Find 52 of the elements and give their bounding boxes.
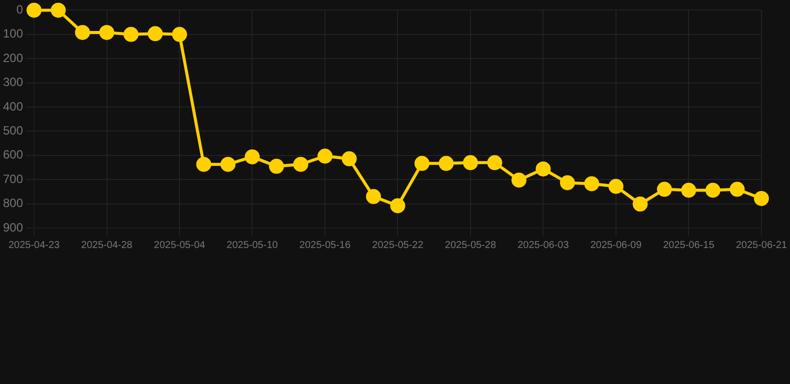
x-tick-label: 2025-06-21 bbox=[736, 240, 788, 251]
point bbox=[511, 172, 526, 188]
point bbox=[244, 149, 260, 164]
point bbox=[50, 2, 66, 18]
point bbox=[26, 2, 42, 18]
point bbox=[414, 156, 430, 171]
y-tick-label: 900 bbox=[2, 220, 24, 234]
y-tick-label: 100 bbox=[2, 26, 24, 41]
point bbox=[99, 24, 114, 40]
x-tick-label: 2025-06-15 bbox=[663, 240, 715, 251]
point bbox=[536, 161, 551, 176]
point bbox=[390, 198, 406, 214]
point bbox=[462, 155, 478, 170]
x-tick-label: 2025-06-03 bbox=[518, 240, 570, 251]
y-tick-label: 400 bbox=[2, 99, 24, 114]
y-tick-label: 700 bbox=[2, 172, 24, 186]
x-tick-label: 2025-06-09 bbox=[590, 240, 642, 251]
point bbox=[293, 156, 308, 172]
point bbox=[438, 156, 454, 171]
x-tick-label: 2025-04-23 bbox=[8, 240, 60, 251]
y-tick-label: 200 bbox=[2, 50, 24, 65]
y-tick-label: 300 bbox=[2, 75, 24, 90]
x-tick-label: 2025-05-16 bbox=[299, 240, 351, 251]
point bbox=[220, 156, 236, 172]
point bbox=[268, 158, 284, 174]
point bbox=[656, 182, 672, 197]
point bbox=[632, 196, 648, 212]
point bbox=[148, 26, 163, 42]
point bbox=[487, 155, 502, 170]
point bbox=[75, 24, 90, 40]
y-tick-label: 600 bbox=[2, 148, 24, 162]
point bbox=[754, 190, 769, 206]
point bbox=[681, 182, 696, 198]
point bbox=[584, 176, 600, 192]
point bbox=[124, 26, 139, 42]
point bbox=[317, 148, 332, 164]
x-tick-label: 2025-05-04 bbox=[154, 240, 206, 251]
point bbox=[730, 182, 745, 197]
y-tick-label: 0 bbox=[16, 2, 24, 17]
point bbox=[366, 189, 381, 204]
x-tick-label: 2025-05-28 bbox=[444, 240, 496, 251]
point bbox=[560, 175, 575, 190]
point bbox=[342, 151, 357, 166]
y-tick-label: 500 bbox=[2, 124, 24, 138]
y-tick-label: 800 bbox=[2, 196, 24, 210]
point bbox=[172, 26, 187, 42]
point bbox=[196, 156, 212, 172]
point bbox=[705, 182, 720, 198]
x-tick-label: 2025-05-10 bbox=[226, 240, 278, 251]
x-tick-label: 2025-05-22 bbox=[372, 240, 424, 251]
x-tick-label: 2025-04-28 bbox=[81, 240, 133, 251]
point bbox=[608, 178, 624, 194]
